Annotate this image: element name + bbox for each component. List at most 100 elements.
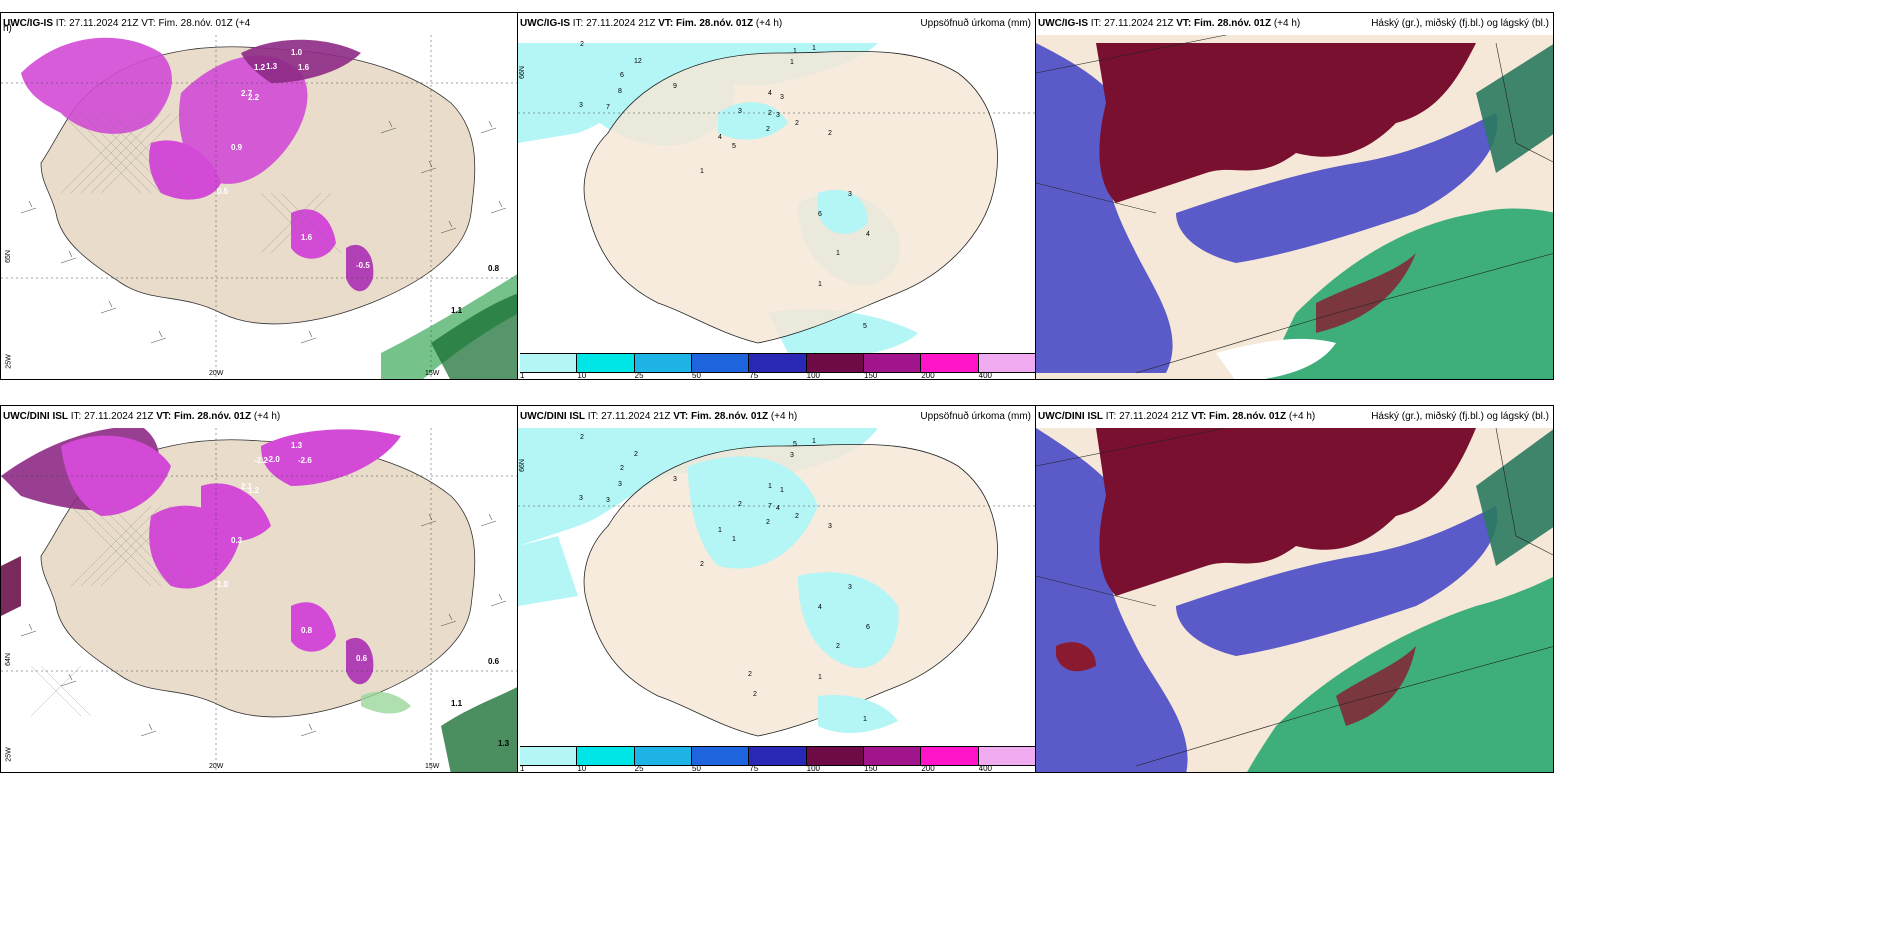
colorbar-label: 200 (921, 371, 935, 380)
temp-value-label: 2.7 (241, 89, 253, 98)
row2-temp-lead: (+4 h) (253, 411, 281, 422)
temp-value-label: 1.4 (491, 644, 503, 653)
precip-value-label: 3 (738, 108, 742, 115)
row1-cloud-title: Háský (gr.), miðský (fj.bl.) og lágský (… (1371, 18, 1549, 29)
row1-precip-title: Uppsöfnuð úrkoma (mm) (920, 18, 1031, 29)
row2-precip-title: Uppsöfnuð úrkoma (mm) (920, 411, 1031, 422)
row1-precip-header: UWC/IG-IS IT: 27.11.2024 21Z VT: Fim. 28… (518, 13, 1035, 35)
row2-precip-lead: (+4 h) (770, 411, 798, 422)
precip-value-label: 2 (795, 120, 799, 127)
row1-temp-model: UWC/IG-IS (3, 18, 53, 29)
row1-cloud-header: UWC/IG-IS IT: 27.11.2024 21Z VT: Fim. 28… (1036, 13, 1553, 35)
row1-lon20-label: 20W (209, 370, 224, 377)
row2-temp-vt: VT: Fim. 28.nóv. 01Z (156, 411, 252, 422)
precip-value-label: 1 (818, 674, 822, 681)
precip-value-label: 3 (790, 452, 794, 459)
wind-value-label: 1.1 (451, 699, 463, 708)
colorbar-swatch (806, 747, 864, 765)
precip-value-label: 3 (828, 523, 832, 530)
precip-value-label: 3 (776, 112, 780, 119)
row1-lat-label: 65N (4, 250, 12, 263)
precip-value-label: 3 (579, 495, 583, 502)
row2-precip-header: UWC/DINI ISL IT: 27.11.2024 21Z VT: Fim.… (518, 406, 1035, 428)
precip-value-label: 4 (718, 134, 722, 141)
wind-value-label: 1.1 (451, 306, 463, 315)
row2-lon20-label: 20W (209, 763, 224, 770)
precip-value-label: 2 (580, 41, 584, 48)
precip-value-label: 1 (863, 716, 867, 723)
precip-value-label: 1 (790, 59, 794, 66)
colorbar-label: 200 (921, 764, 935, 773)
temp-value-label: -0.5 (356, 261, 370, 270)
colorbar-label: 75 (749, 371, 759, 380)
temp-value-label: 0.8 (301, 626, 313, 635)
precip-value-label: 6 (818, 211, 822, 218)
wind-value-label: 0.6 (488, 657, 500, 666)
precip-value-label: 2 (795, 513, 799, 520)
colorbar-label: 75 (749, 764, 759, 773)
colorbar-label: 1 (520, 371, 525, 380)
temp-value-label: 1.0 (291, 48, 303, 57)
precip-value-label: 8 (618, 88, 622, 95)
row1-cloud-canvas (1036, 13, 1553, 379)
precip-value-label: 1 (732, 536, 736, 543)
temp-value-label: 0.3 (231, 536, 243, 545)
precip-value-label: 3 (673, 476, 677, 483)
temp-value-label: 1.3 (291, 441, 303, 450)
precip-value-label: 4 (818, 604, 822, 611)
precip-value-label: 1 (793, 48, 797, 55)
row1-precip-lead: (+4 h) (755, 18, 783, 29)
colorbar-swatch (577, 354, 635, 372)
precip-value-label: 2 (634, 451, 638, 458)
precip-value-label: 2 (753, 691, 757, 698)
row2-precip-lat-label: 66N (518, 459, 526, 472)
precip-value-label: 5 (732, 143, 736, 150)
precip-value-label: 1 (718, 527, 722, 534)
precip-value-label: 2 (828, 130, 832, 137)
wind-value-label: 1.3 (498, 739, 510, 748)
temp-value-label: 2.2 (248, 93, 260, 102)
colorbar-label: 50 (692, 371, 701, 380)
colorbar-label: 10 (577, 371, 587, 380)
row1-precip-it: IT: 27.11.2024 21Z (572, 18, 656, 29)
colorbar-swatch (691, 747, 750, 765)
temp-value-label: 2.1 (241, 482, 253, 491)
temp-value-label: 0.5 (217, 187, 229, 196)
temp-value-label: 0.6 (356, 654, 368, 663)
temp-value-label: 1.2 (248, 486, 260, 495)
precip-value-label: 2 (768, 110, 772, 117)
precip-value-label: 1 (768, 483, 772, 490)
row2-temp-it: IT: 27.11.2024 21Z (70, 411, 154, 422)
wind-value-label: 0.8 (488, 264, 500, 273)
precip-value-label: 2 (748, 671, 752, 678)
row2-precip-vt: VT: Fim. 28.nóv. 01Z (673, 411, 769, 422)
row1-temp-wrap: h) (3, 23, 12, 34)
precip-value-label: 2 (766, 126, 770, 133)
row2-temp-wind-map: 2.51.3-2.0-2.2-2.61.22.11.00.30.81.40.60… (0, 405, 518, 773)
temp-value-label: 1.2 (254, 63, 266, 72)
row1-precip-lat-label: 66N (518, 66, 526, 79)
temp-value-label: 1.0 (217, 580, 229, 589)
row1-temp-header: UWC/IG-IS IT: 27.11.2024 21Z VT: Fim. 28… (1, 13, 517, 35)
precip-value-label: 5 (863, 323, 867, 330)
precip-value-label: 3 (579, 102, 583, 109)
temp-value-label: -2.6 (298, 456, 312, 465)
precip-value-label: 9 (673, 83, 677, 90)
row1-temp-wind-map: 1.81.01.31.21.62.22.70.50.91.60.8-0.50.8… (0, 12, 518, 380)
colorbar-label: 100 (806, 764, 821, 773)
precip-value-label: 2 (766, 519, 770, 526)
colorbar-swatch (806, 354, 864, 372)
precip-value-label: 4 (776, 505, 780, 512)
colorbar-label: 1 (520, 764, 525, 773)
row1-temp-map-canvas: 1.81.01.31.21.62.22.70.50.91.60.8-0.50.8… (1, 13, 517, 379)
precip-value-label: 5 (793, 441, 797, 448)
temp-value-label: -2.2 (254, 456, 268, 465)
colorbar-swatch (749, 354, 807, 372)
row2-colorbar-labels: 1 10 25 50 75 100 150 200 400 (520, 764, 1035, 773)
row1-lon15-label: 15W (425, 370, 440, 377)
precip-value-label: 2 (738, 501, 742, 508)
precip-value-label: 3 (618, 481, 622, 488)
colorbar-swatch (863, 354, 922, 372)
colorbar-label: 25 (634, 764, 644, 773)
